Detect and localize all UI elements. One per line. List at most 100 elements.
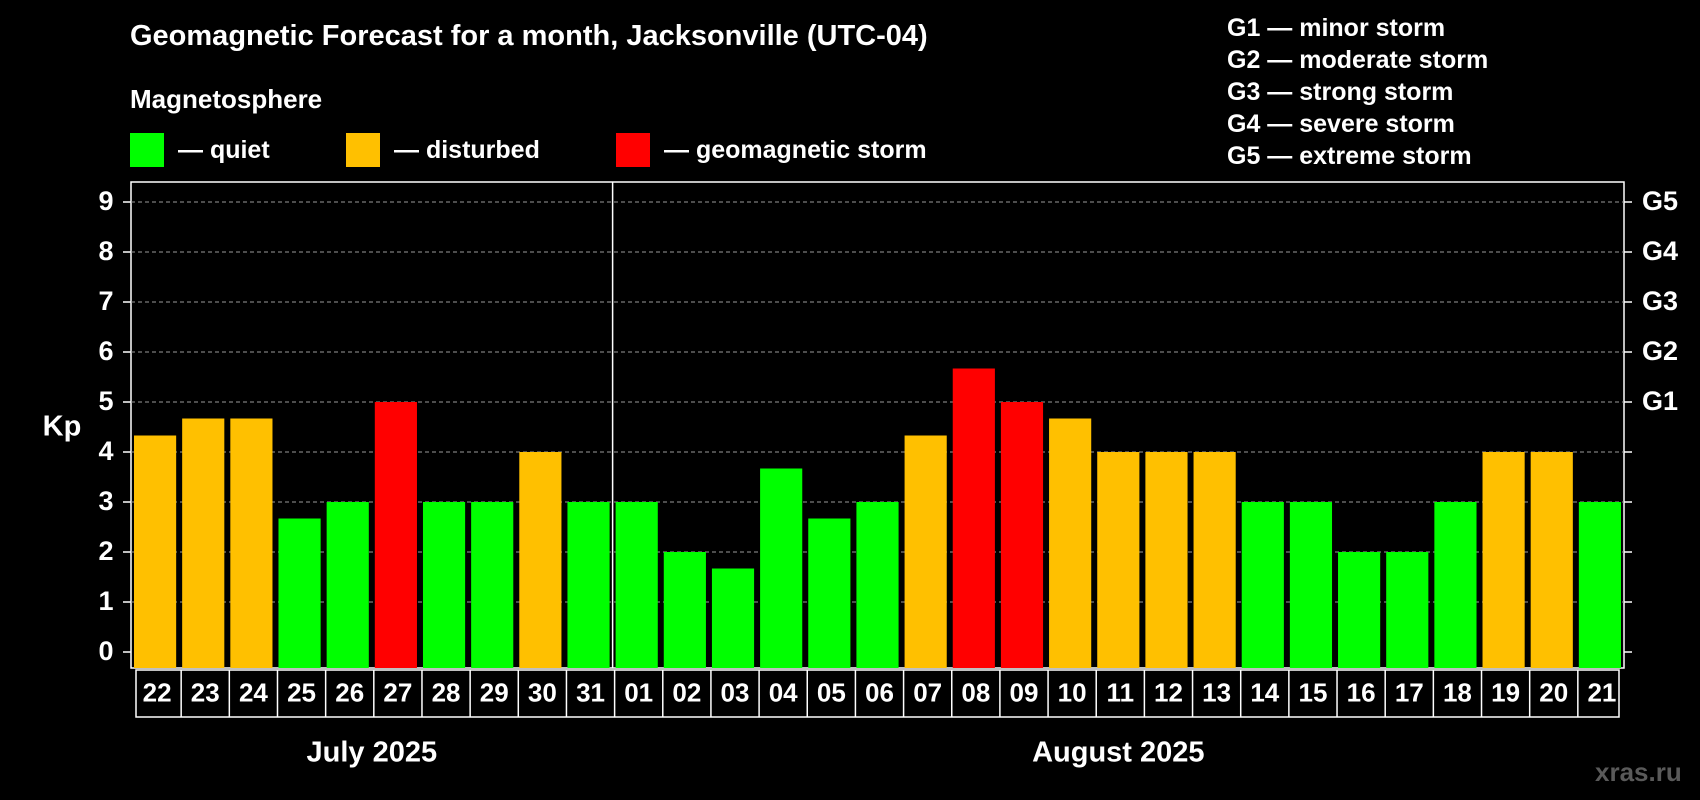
bar-17 bbox=[1386, 552, 1429, 668]
day-label-14: 14 bbox=[1250, 677, 1279, 707]
day-label-25: 25 bbox=[287, 677, 316, 707]
right-tick-label-g2: G2 bbox=[1642, 336, 1678, 366]
day-label-01: 01 bbox=[624, 677, 653, 707]
g-level-g3: G3 — strong storm bbox=[1227, 78, 1454, 106]
day-label-08: 08 bbox=[961, 677, 990, 707]
day-label-10: 10 bbox=[1058, 677, 1087, 707]
right-tick-label-g1: G1 bbox=[1642, 386, 1678, 416]
legend-storm: — geomagnetic storm bbox=[616, 132, 927, 168]
legend-subtitle: Magnetosphere bbox=[130, 84, 323, 114]
y-tick-label-3: 3 bbox=[98, 486, 113, 516]
bar-13 bbox=[1193, 452, 1236, 668]
day-label-07: 07 bbox=[913, 677, 942, 707]
g-level-g4: G4 — severe storm bbox=[1227, 110, 1455, 138]
legend-swatch-storm bbox=[616, 133, 650, 167]
day-label-11: 11 bbox=[1107, 677, 1135, 707]
bar-03 bbox=[711, 568, 755, 668]
bar-31 bbox=[567, 502, 610, 668]
day-label-31: 31 bbox=[576, 677, 605, 707]
g-level-g1: G1 — minor storm bbox=[1227, 14, 1446, 42]
bar-02 bbox=[663, 552, 706, 668]
bar-23 bbox=[182, 418, 225, 668]
day-label-17: 17 bbox=[1395, 677, 1424, 707]
right-tick-label-g5: G5 bbox=[1642, 186, 1678, 216]
legend-swatch-disturbed bbox=[346, 133, 380, 167]
bar-25 bbox=[278, 518, 321, 668]
g-level-g2: G2 — moderate storm bbox=[1227, 46, 1489, 74]
bar-27 bbox=[374, 402, 417, 668]
month-label-1: August 2025 bbox=[1032, 737, 1204, 769]
day-label-15: 15 bbox=[1298, 677, 1327, 707]
day-label-13: 13 bbox=[1202, 677, 1231, 707]
bar-28 bbox=[422, 502, 466, 668]
day-label-12: 12 bbox=[1154, 677, 1183, 707]
bar-18 bbox=[1434, 502, 1477, 668]
y-tick-label-1: 1 bbox=[98, 586, 113, 616]
bar-04 bbox=[760, 468, 803, 668]
legend-label-storm: — geomagnetic storm bbox=[664, 135, 927, 164]
day-label-04: 04 bbox=[769, 677, 798, 707]
right-tick-label-g3: G3 bbox=[1642, 286, 1678, 316]
bar-01 bbox=[615, 502, 658, 668]
bar-16 bbox=[1338, 552, 1381, 668]
chart-title: Geomagnetic Forecast for a month, Jackso… bbox=[130, 20, 928, 52]
day-label-20: 20 bbox=[1539, 677, 1568, 707]
day-label-02: 02 bbox=[672, 677, 701, 707]
day-label-06: 06 bbox=[865, 677, 894, 707]
bar-30 bbox=[519, 452, 562, 668]
bar-26 bbox=[326, 502, 369, 668]
day-label-29: 29 bbox=[480, 677, 509, 707]
bar-10 bbox=[1049, 418, 1092, 668]
right-tick-label-g4: G4 bbox=[1642, 236, 1678, 266]
bar-12 bbox=[1145, 452, 1188, 668]
day-label-05: 05 bbox=[817, 677, 846, 707]
legend-swatch-quiet bbox=[130, 133, 164, 167]
y-tick-label-7: 7 bbox=[98, 286, 113, 316]
bar-05 bbox=[808, 518, 851, 668]
g-level-legend: G1 — minor storm G2 — moderate storm G3 … bbox=[1227, 12, 1488, 172]
bar-14 bbox=[1241, 502, 1284, 668]
day-label-frame bbox=[135, 669, 1620, 718]
bar-24 bbox=[230, 418, 273, 668]
day-label-24: 24 bbox=[239, 677, 268, 707]
bar-11 bbox=[1097, 452, 1140, 668]
day-label-22: 22 bbox=[143, 677, 172, 707]
day-label-23: 23 bbox=[191, 677, 220, 707]
legend-disturbed: — disturbed bbox=[346, 132, 540, 168]
day-label-30: 30 bbox=[528, 677, 557, 707]
bar-06 bbox=[856, 502, 899, 668]
y-axis-label: Kp bbox=[43, 411, 82, 443]
y-tick-label-4: 4 bbox=[98, 436, 113, 466]
y-tick-label-0: 0 bbox=[98, 636, 113, 666]
legend-label-disturbed: — disturbed bbox=[394, 135, 540, 164]
y-tick-label-8: 8 bbox=[98, 236, 113, 266]
day-label-26: 26 bbox=[335, 677, 364, 707]
bar-29 bbox=[471, 502, 514, 668]
day-label-19: 19 bbox=[1491, 677, 1520, 707]
y-tick-label-9: 9 bbox=[98, 186, 113, 216]
day-label-21: 21 bbox=[1587, 677, 1616, 707]
bar-09 bbox=[1000, 402, 1044, 668]
bar-19 bbox=[1482, 452, 1525, 668]
bar-15 bbox=[1289, 502, 1333, 668]
bar-07 bbox=[904, 435, 947, 668]
y-tick-label-5: 5 bbox=[98, 386, 113, 416]
bar-08 bbox=[952, 368, 995, 668]
g-level-g5: G5 — extreme storm bbox=[1227, 142, 1472, 170]
day-label-28: 28 bbox=[432, 677, 461, 707]
day-label-09: 09 bbox=[1010, 677, 1039, 707]
legend-quiet: — quiet bbox=[130, 132, 270, 168]
bar-21 bbox=[1578, 502, 1621, 668]
y-tick-label-6: 6 bbox=[98, 336, 113, 366]
day-label-18: 18 bbox=[1443, 677, 1472, 707]
legend-label-quiet: — quiet bbox=[178, 135, 270, 164]
watermark: xras.ru bbox=[1595, 757, 1682, 787]
month-label-0: July 2025 bbox=[307, 737, 438, 769]
bar-20 bbox=[1530, 452, 1573, 668]
day-label-03: 03 bbox=[721, 677, 750, 707]
day-label-16: 16 bbox=[1347, 677, 1376, 707]
day-label-27: 27 bbox=[383, 677, 412, 707]
bar-22 bbox=[134, 435, 177, 668]
y-tick-label-2: 2 bbox=[98, 536, 113, 566]
